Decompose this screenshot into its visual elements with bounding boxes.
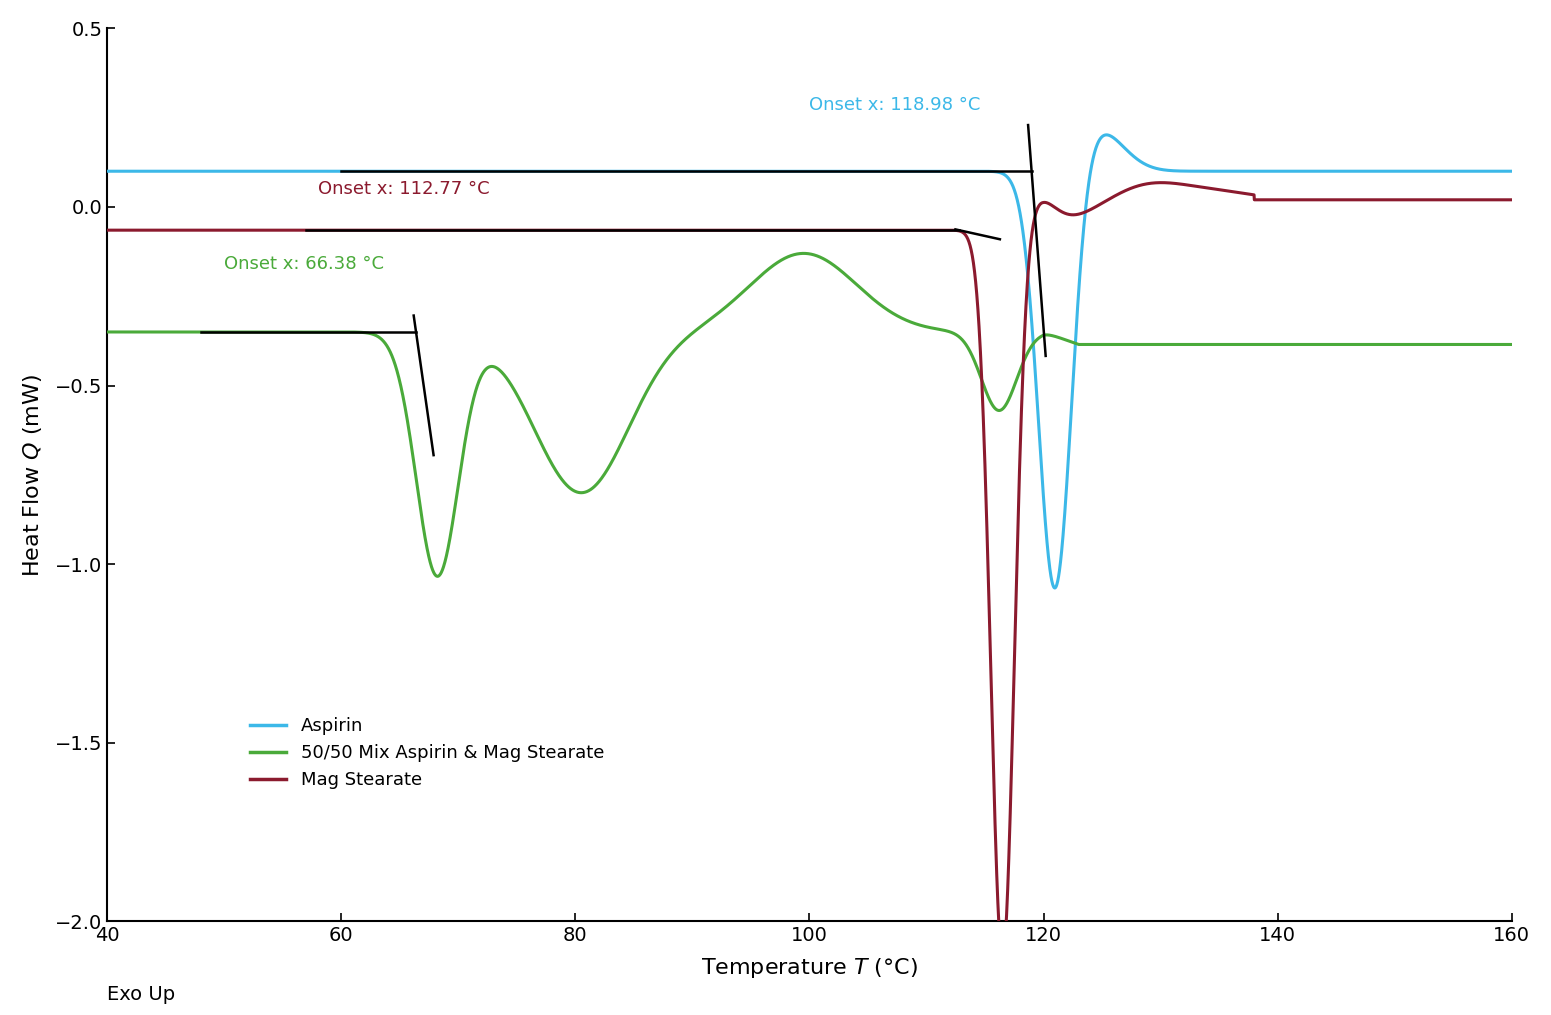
Legend: Aspirin, 50/50 Mix Aspirin & Mag Stearate, Mag Stearate: Aspirin, 50/50 Mix Aspirin & Mag Stearat…: [242, 709, 611, 796]
Text: Onset x: 66.38 °C: Onset x: 66.38 °C: [225, 256, 385, 273]
Y-axis label: Heat Flow $\it{Q}$ (mW): Heat Flow $\it{Q}$ (mW): [20, 374, 43, 577]
Text: Onset x: 112.77 °C: Onset x: 112.77 °C: [318, 181, 490, 199]
Text: Onset x: 118.98 °C: Onset x: 118.98 °C: [810, 96, 980, 115]
X-axis label: Temperature $T$ (°C): Temperature $T$ (°C): [701, 956, 918, 980]
Text: Exo Up: Exo Up: [107, 985, 175, 1004]
